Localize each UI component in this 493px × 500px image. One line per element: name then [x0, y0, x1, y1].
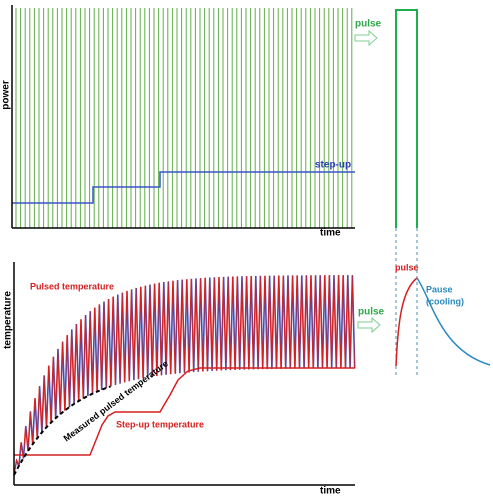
step-up-temperature — [14, 367, 355, 456]
arrow — [357, 316, 381, 334]
arrow-label: pulse — [355, 19, 382, 30]
pulsed-temperature — [13, 275, 356, 476]
pulse-label: pulse — [395, 262, 419, 272]
arrow — [354, 29, 378, 47]
pause-label: (cooling) — [426, 296, 464, 306]
cooling-curve — [416, 277, 491, 366]
step-label: step-up — [315, 160, 351, 171]
measured-temperature — [13, 385, 111, 476]
step-up-line — [12, 171, 355, 204]
arrow-label: pulse — [358, 307, 385, 318]
pulse-heating — [395, 277, 418, 367]
pulse-blue — [13, 275, 356, 476]
x-label: time — [320, 228, 341, 239]
step-label: Step-up temperature — [116, 419, 204, 429]
pulsed-label: Pulsed temperature — [30, 281, 114, 291]
y-label: temperature — [3, 291, 14, 349]
pause-label: Pause — [426, 284, 453, 294]
x-label: time — [320, 486, 341, 497]
pulse-red — [13, 275, 355, 476]
y-label: power — [1, 80, 12, 110]
pulse-lines — [15, 8, 353, 228]
pulse-shape — [395, 9, 418, 228]
